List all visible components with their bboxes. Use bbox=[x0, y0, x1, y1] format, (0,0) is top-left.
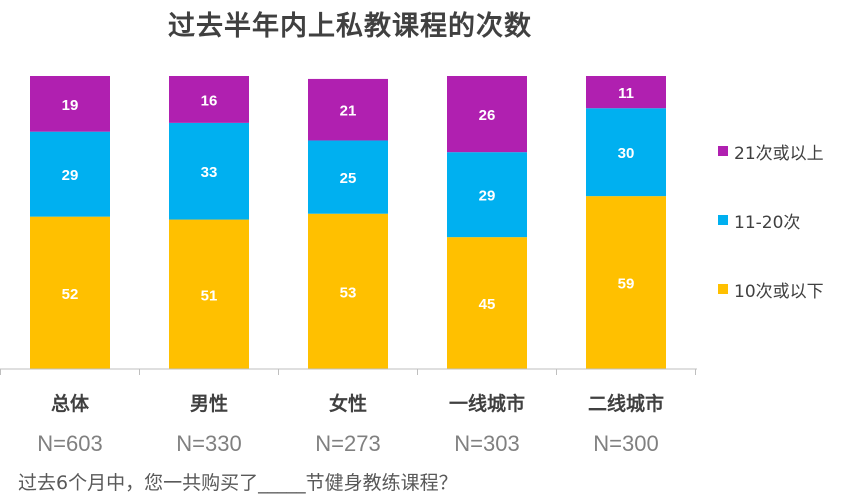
data-label: 51 bbox=[201, 287, 218, 304]
data-label: 29 bbox=[479, 188, 496, 205]
category-label: 二线城市 bbox=[588, 392, 664, 415]
data-label: 30 bbox=[618, 145, 635, 162]
legend-item-11-20: 11-20次 bbox=[718, 209, 824, 233]
data-label: 52 bbox=[62, 286, 79, 303]
bar-segment-1 bbox=[169, 219, 249, 369]
legend: 21次或以上 11-20次 10次或以下 bbox=[718, 140, 824, 347]
bar-segment-2 bbox=[30, 131, 110, 217]
bar-segment-1 bbox=[308, 213, 388, 369]
legend-swatch-21-plus bbox=[718, 146, 728, 156]
bar-segment-3 bbox=[586, 76, 666, 109]
sample-size-label: N=603 bbox=[37, 431, 102, 456]
bar-segment-2 bbox=[447, 152, 527, 238]
x-axis-ticks bbox=[0, 369, 696, 375]
data-label: 53 bbox=[340, 284, 357, 301]
data-label: 19 bbox=[62, 97, 79, 114]
bar-segment-1 bbox=[447, 237, 527, 369]
sample-size-label: N=300 bbox=[593, 431, 658, 456]
bar-segment-2 bbox=[169, 122, 249, 220]
category-label: 一线城市 bbox=[449, 392, 525, 415]
sample-size-label: N=303 bbox=[454, 431, 519, 456]
data-label: 11 bbox=[618, 85, 634, 102]
legend-swatch-11-20 bbox=[718, 215, 728, 225]
data-label: 21 bbox=[340, 103, 357, 120]
bars-group: 52 29 19 51 33 16 53 25 21 45 29 26 59 30 11 bbox=[30, 76, 666, 369]
category-label: 总体 bbox=[51, 392, 90, 415]
sample-size-label: N=273 bbox=[315, 431, 380, 456]
data-label: 59 bbox=[618, 276, 635, 293]
category-label: 女性 bbox=[329, 392, 367, 415]
survey-question: 过去6个月中，您一共购买了_____节健身教练课程？ bbox=[18, 472, 458, 494]
bar-segment-2 bbox=[586, 108, 666, 197]
data-label: 45 bbox=[479, 296, 496, 313]
category-labels: 总体 男性 女性 一线城市 二线城市 bbox=[51, 392, 664, 415]
legend-swatch-10-or-less bbox=[718, 284, 728, 294]
sample-size-labels: N=603 N=330 N=273 N=303 N=300 bbox=[37, 431, 658, 456]
chart-title: 过去半年内上私教课程的次数 bbox=[168, 11, 532, 42]
data-label: 33 bbox=[201, 164, 218, 181]
legend-label-10-or-less: 10次或以下 bbox=[734, 281, 824, 302]
category-label: 男性 bbox=[190, 392, 228, 415]
bar-segment-1 bbox=[30, 216, 110, 369]
legend-item-21-plus: 21次或以上 bbox=[718, 140, 824, 164]
legend-label-21-plus: 21次或以上 bbox=[734, 143, 824, 164]
bar-segment-3 bbox=[30, 76, 110, 132]
data-label: 29 bbox=[62, 167, 79, 184]
sample-size-label: N=330 bbox=[176, 431, 241, 456]
bar-segment-2 bbox=[308, 140, 388, 214]
bar-segment-3 bbox=[447, 76, 527, 153]
bar-segment-3 bbox=[308, 78, 388, 141]
data-label: 26 bbox=[479, 107, 496, 124]
legend-label-11-20: 11-20次 bbox=[734, 212, 801, 233]
stacked-bar-chart: 52 29 19 51 33 16 53 25 21 45 29 26 59 30 11 总体 男性 女性 一线城… bbox=[0, 76, 697, 456]
data-label: 16 bbox=[201, 92, 218, 109]
legend-item-10-or-less: 10次或以下 bbox=[718, 278, 824, 302]
bar-segment-3 bbox=[169, 76, 249, 123]
data-label: 25 bbox=[340, 170, 357, 187]
bar-segment-1 bbox=[586, 196, 666, 369]
